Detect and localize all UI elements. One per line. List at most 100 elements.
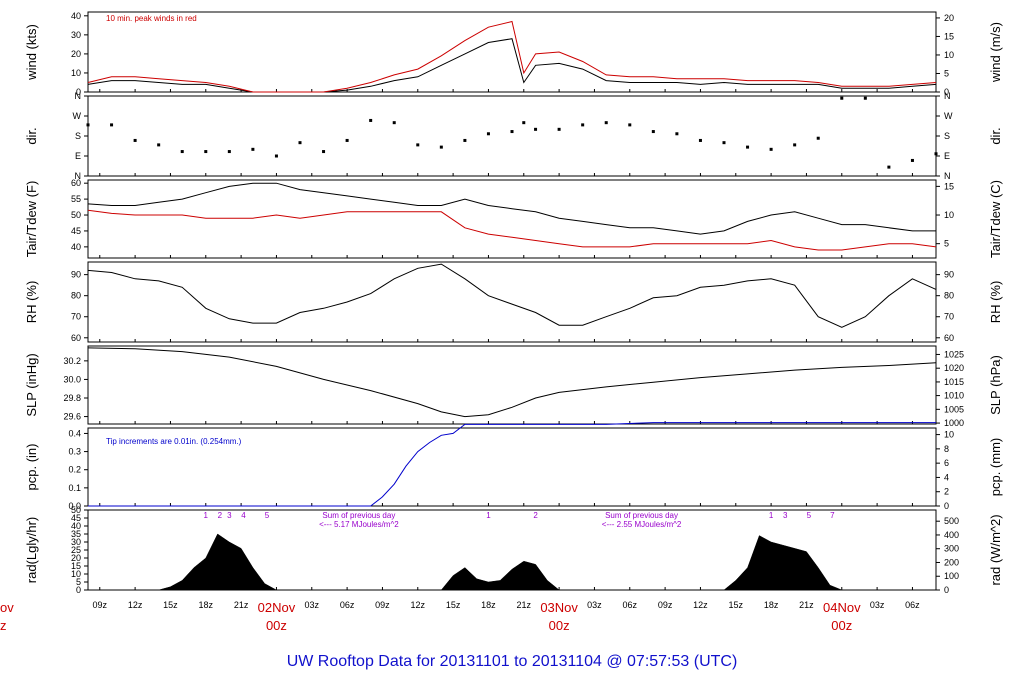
- x-tick-label: 18z: [764, 600, 779, 610]
- y-axis-label: wind (kts): [24, 24, 39, 81]
- data-point: [816, 136, 820, 140]
- y-axis-label-right: Tair/Tdew (C): [988, 180, 1003, 258]
- y-tick-label: 30.0: [63, 374, 81, 384]
- x-tick-label: 15z: [729, 600, 744, 610]
- x-tick-label: 03z: [870, 600, 885, 610]
- y-tick-label: 90: [71, 270, 81, 280]
- y-tick-label: 30: [71, 30, 81, 40]
- y-axis-label-right: dir.: [988, 127, 1003, 144]
- y-axis-label-right: wind (m/s): [988, 22, 1003, 83]
- data-point: [698, 138, 702, 142]
- data-point: [345, 138, 349, 142]
- data-point: [463, 138, 467, 142]
- data-point: [133, 138, 137, 142]
- data-point: [204, 150, 208, 154]
- data-point: [369, 118, 373, 122]
- panel-annotation: Tip increments are 0.01in. (0.254mm.): [106, 437, 242, 446]
- y-tick-label: 40: [71, 242, 81, 252]
- data-point: [298, 141, 302, 145]
- data-point: [722, 141, 726, 145]
- y-tick-label: 40: [71, 521, 81, 531]
- y-axis-label-right: pcp. (mm): [988, 438, 1003, 497]
- hour-marker: 3: [227, 511, 232, 520]
- hour-marker: 5: [265, 511, 270, 520]
- panel-annotation: 10 min. peak winds in red: [106, 14, 197, 23]
- y-tick-label-right: 2: [944, 487, 949, 497]
- hour-marker: 2: [533, 511, 538, 520]
- x-tick-label: 12z: [693, 600, 708, 610]
- series-line: [87, 20, 937, 93]
- y-tick-label: 29.6: [63, 412, 81, 422]
- panel-frame: [87, 345, 937, 425]
- x-tick-label: 03z: [587, 600, 602, 610]
- x-tick-label: 09z: [93, 600, 108, 610]
- y-tick-label: N: [75, 171, 82, 181]
- hour-marker: 7: [830, 511, 835, 520]
- data-point: [769, 147, 773, 151]
- daily-sum-line1: Sum of previous day: [605, 511, 678, 520]
- y-tick-label: 35: [71, 529, 81, 539]
- panel-pcp: 0.0 0.1 0.2 0.3 0.4 0 2 4 6 8 10 pcp. (in) pcp. (mm)…: [24, 422, 1003, 511]
- chart-title: UW Rooftop Data for 20131101 to 20131104…: [287, 653, 738, 670]
- panel-slp: 29.6 29.8 30.0 30.2 1000 1005 1010 1015 1020 1025…: [24, 345, 1003, 428]
- y-tick-label: 60: [71, 333, 81, 343]
- data-point: [157, 143, 161, 147]
- panel-rh: 60 70 80 90 60 70 80 90 RH (%) RH (%): [24, 261, 1003, 343]
- panel-frame: [87, 95, 937, 177]
- panel-frame: [87, 179, 937, 259]
- daily-sum-line1: Sum of previous day: [322, 511, 395, 520]
- series-line: [87, 38, 937, 93]
- y-axis-label-right: SLP (hPa): [988, 355, 1003, 415]
- hour-marker: 1: [486, 511, 491, 520]
- y-axis-label: SLP (inHg): [24, 353, 39, 416]
- data-point: [863, 96, 867, 100]
- x-tick-label: 21z: [517, 600, 532, 610]
- y-tick-label-right: S: [944, 131, 950, 141]
- x-tick-label: 15z: [163, 600, 178, 610]
- data-point: [251, 147, 255, 151]
- x-tick-label: 21z: [799, 600, 814, 610]
- y-tick-label-right: 100: [944, 571, 959, 581]
- data-point: [180, 150, 184, 154]
- hour-marker: 2: [218, 511, 223, 520]
- y-tick-label-right: 10: [944, 430, 954, 440]
- y-axis-label: rad(Lgly/hr): [24, 517, 39, 583]
- y-axis-label: RH (%): [24, 281, 39, 324]
- data-point: [793, 143, 797, 147]
- y-tick-label-right: 400: [944, 530, 959, 540]
- y-tick-label: 40: [71, 11, 81, 21]
- x-day-label: 04Nov: [823, 600, 861, 615]
- y-tick-label: 60: [71, 178, 81, 188]
- y-tick-label: 80: [71, 291, 81, 301]
- y-tick-label-right: 0: [944, 87, 949, 97]
- y-tick-label: 55: [71, 194, 81, 204]
- hour-marker: 1: [769, 511, 774, 520]
- y-tick-label: 30: [71, 537, 81, 547]
- series-line: [88, 422, 936, 507]
- y-tick-label-right: 80: [944, 291, 954, 301]
- data-point: [486, 132, 490, 136]
- y-tick-label-right: 1000: [944, 418, 964, 428]
- data-point: [675, 132, 679, 136]
- x-tick-label: 15z: [446, 600, 461, 610]
- data-point: [227, 150, 231, 154]
- x-day-label-partial: ov: [0, 600, 14, 615]
- x-day-sub-label: 00z: [831, 618, 852, 633]
- y-tick-label: 50: [71, 210, 81, 220]
- y-tick-label: 15: [71, 561, 81, 571]
- y-axis-label: pcp. (in): [24, 444, 39, 491]
- y-tick-label-right: E: [944, 151, 950, 161]
- y-tick-label: 0.4: [68, 428, 81, 438]
- y-tick-label-right: 8: [944, 444, 949, 454]
- series-line: [87, 347, 937, 418]
- x-tick-label: 06z: [623, 600, 638, 610]
- x-day-sub-label: 00z: [549, 618, 570, 633]
- data-point: [934, 152, 938, 156]
- y-tick-label: 10: [71, 68, 81, 78]
- data-point: [651, 130, 655, 134]
- y-tick-label: S: [75, 131, 81, 141]
- data-point: [86, 123, 90, 127]
- x-tick-label: 06z: [340, 600, 355, 610]
- panel-wind: 0 10 20 30 40 0 5 10 15 20 wind (kts) wind (m/s) 10 …: [24, 11, 1003, 97]
- x-tick-label: 09z: [658, 600, 673, 610]
